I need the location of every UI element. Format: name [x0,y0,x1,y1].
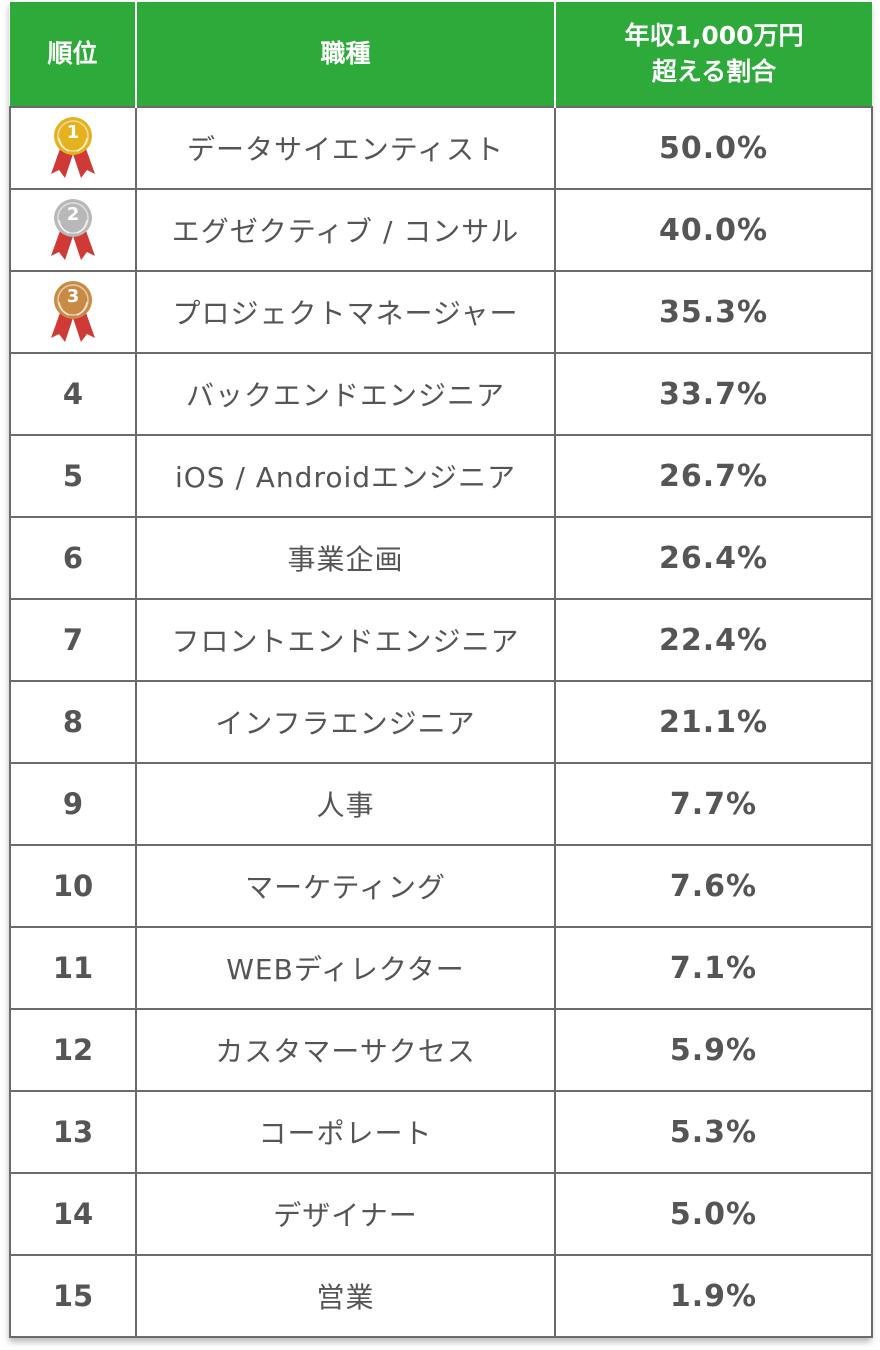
rank-cell: 3 [9,270,137,354]
rank-cell: 11 [9,926,137,1010]
table-row: 13 コーポレート 5.3% [9,1090,873,1174]
header-rank: 順位 [10,2,136,107]
percentage-cell: 7.7% [554,762,873,846]
percentage-cell: 5.3% [554,1090,873,1174]
job-cell: 事業企画 [135,516,556,600]
job-cell: iOS / Androidエンジニア [135,434,556,518]
rank-cell: 2 [9,188,137,272]
job-cell: マーケティング [135,844,556,928]
table-row: 8 インフラエンジニア 21.1% [9,680,873,764]
gold-medal-icon: 1 [45,116,101,180]
table-row: 10 マーケティング 7.6% [9,844,873,928]
medal-rank-number: 3 [66,286,80,307]
percentage-cell: 22.4% [554,598,873,682]
job-cell: 営業 [135,1254,556,1338]
table-row: 2 エグゼクティブ / コンサル 40.0% [9,188,873,272]
percentage-cell: 5.9% [554,1008,873,1092]
ranking-table-container: 順位 職種 年収1,000万円 超える割合 1 データサイエンティスト 50.0% 2… [9,2,873,1338]
table-row: 11 WEBディレクター 7.1% [9,926,873,1010]
rank-cell: 4 [9,352,137,436]
percentage-cell: 1.9% [554,1254,873,1338]
table-row: 15 営業 1.9% [9,1254,873,1338]
percentage-cell: 26.4% [554,516,873,600]
percentage-cell: 5.0% [554,1172,873,1256]
header-percentage-line2: 超える割合 [651,57,777,86]
job-cell: WEBディレクター [135,926,556,1010]
job-cell: デザイナー [135,1172,556,1256]
ranking-table: 順位 職種 年収1,000万円 超える割合 1 データサイエンティスト 50.0% 2… [9,2,873,1338]
rank-cell: 13 [9,1090,137,1174]
job-cell: エグゼクティブ / コンサル [135,188,556,272]
job-cell: バックエンドエンジニア [135,352,556,436]
table-row: 6 事業企画 26.4% [9,516,873,600]
rank-cell: 7 [9,598,137,682]
percentage-cell: 40.0% [554,188,873,272]
table-header-row: 順位 職種 年収1,000万円 超える割合 [10,2,872,107]
table-row: 9 人事 7.7% [9,762,873,846]
percentage-cell: 26.7% [554,434,873,518]
silver-medal-icon: 2 [45,198,101,262]
rank-cell: 1 [9,106,137,190]
percentage-cell: 50.0% [554,106,873,190]
rank-cell: 5 [9,434,137,518]
percentage-cell: 35.3% [554,270,873,354]
rank-cell: 12 [9,1008,137,1092]
rank-cell: 10 [9,844,137,928]
rank-cell: 8 [9,680,137,764]
table-row: 7 フロントエンドエンジニア 22.4% [9,598,873,682]
table-row: 4 バックエンドエンジニア 33.7% [9,352,873,436]
medal-rank-number: 2 [66,204,80,225]
job-cell: プロジェクトマネージャー [135,270,556,354]
table-row: 5 iOS / Androidエンジニア 26.7% [9,434,873,518]
medal-rank-number: 1 [66,122,80,143]
header-percentage: 年収1,000万円 超える割合 [554,2,872,107]
bronze-medal-icon: 3 [45,280,101,344]
percentage-cell: 33.7% [554,352,873,436]
header-percentage-line1: 年収1,000万円 [624,21,804,50]
percentage-cell: 7.6% [554,844,873,928]
rank-cell: 9 [9,762,137,846]
table-row: 3 プロジェクトマネージャー 35.3% [9,270,873,354]
job-cell: コーポレート [135,1090,556,1174]
table-row: 12 カスタマーサクセス 5.9% [9,1008,873,1092]
rank-cell: 15 [9,1254,137,1338]
rank-cell: 14 [9,1172,137,1256]
job-cell: 人事 [135,762,556,846]
job-cell: カスタマーサクセス [135,1008,556,1092]
percentage-cell: 21.1% [554,680,873,764]
rank-cell: 6 [9,516,137,600]
table-body: 1 データサイエンティスト 50.0% 2 エグゼクティブ / コンサル 40.0% 3 プロ… [9,106,873,1338]
job-cell: データサイエンティスト [135,106,556,190]
job-cell: フロントエンドエンジニア [135,598,556,682]
table-row: 1 データサイエンティスト 50.0% [9,106,873,190]
table-row: 14 デザイナー 5.0% [9,1172,873,1256]
header-job: 職種 [135,2,555,107]
percentage-cell: 7.1% [554,926,873,1010]
job-cell: インフラエンジニア [135,680,556,764]
